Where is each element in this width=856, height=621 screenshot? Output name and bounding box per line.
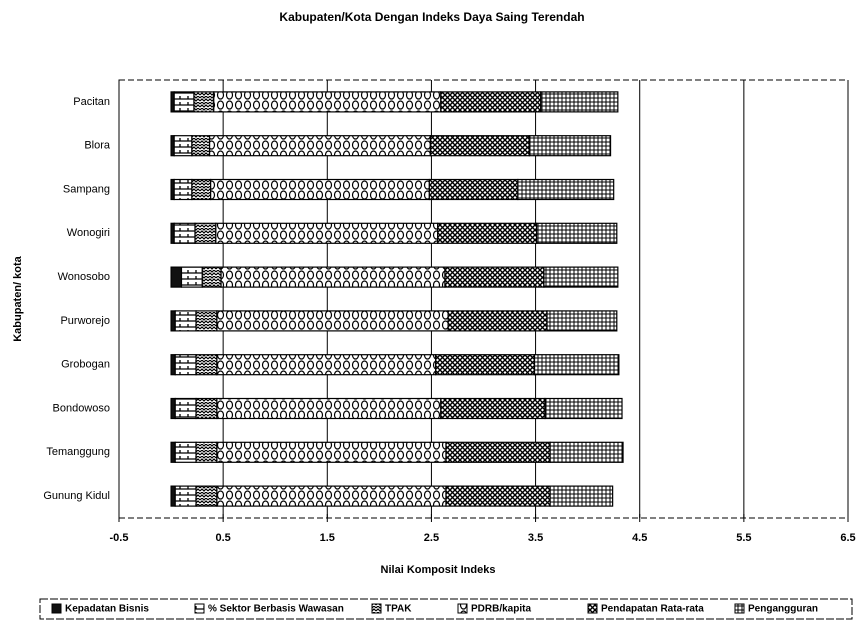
bar-segment <box>549 441 624 463</box>
legend-label: Pendapatan Rata-rata <box>601 604 704 615</box>
x-tick-label: 2.5 <box>424 532 439 544</box>
bar-segment <box>201 266 222 288</box>
bar-segment <box>194 222 217 244</box>
bar-segment <box>193 91 215 113</box>
x-tick-label: 3.5 <box>528 532 543 544</box>
bar-segment <box>216 397 442 420</box>
bar-segment <box>440 397 546 420</box>
bar-segment <box>447 310 548 332</box>
y-tick-label: Wonogiri <box>67 227 110 239</box>
y-tick-label: Pacitan <box>73 96 110 108</box>
bar-segment <box>173 178 193 201</box>
bars <box>170 91 624 507</box>
bar-segment <box>174 441 197 463</box>
legend-swatch <box>457 603 468 614</box>
bar-segment <box>170 485 176 507</box>
bar-segment <box>216 441 447 463</box>
bar-segment <box>210 178 430 201</box>
bar-segment <box>170 310 176 332</box>
bar-segment <box>213 91 442 113</box>
bar-segment <box>174 485 197 507</box>
y-tick-label: Grobogan <box>61 359 110 371</box>
legend-label: Kepadatan Bisnis <box>65 604 149 615</box>
bar-segment <box>174 310 197 332</box>
y-tick-label: Purworejo <box>60 315 110 327</box>
bar-segment <box>195 310 218 332</box>
bar-segment <box>445 485 551 507</box>
legend-label: % Sektor Berbasis Wawasan <box>208 604 344 615</box>
bar-segment <box>437 222 538 244</box>
legend-swatch <box>371 603 382 614</box>
bar-segment <box>444 266 545 288</box>
x-tick-label: 6.5 <box>840 532 855 544</box>
x-tick-label: 4.5 <box>632 532 647 544</box>
x-axis-label: Nilai Komposit Indeks <box>381 564 496 576</box>
y-tick-label: Gunung Kidul <box>43 490 110 502</box>
legend-box <box>39 598 853 620</box>
bar-segment <box>528 135 612 157</box>
bar-segment <box>445 441 551 463</box>
bar-segment <box>191 135 211 157</box>
bar-segment <box>216 485 447 507</box>
bar-segment <box>173 222 196 244</box>
bar-segment <box>195 441 218 463</box>
bar-segment <box>216 354 437 376</box>
bar-segment <box>209 135 431 157</box>
legend-label: Pengangguran <box>748 604 818 615</box>
bar-segment <box>173 91 195 113</box>
bar-segment <box>543 266 619 288</box>
bar-segment <box>544 397 623 420</box>
bar-segment <box>434 354 536 376</box>
bar-segment <box>180 266 203 288</box>
bar-segment <box>220 266 446 288</box>
legend: Kepadatan Bisnis % Sektor Berbasis Wawasa… <box>51 603 818 615</box>
legend-swatch <box>51 603 62 614</box>
legend-label: TPAK <box>385 604 412 615</box>
bar-segment <box>429 135 530 157</box>
bar-segment <box>428 178 519 201</box>
legend-swatch <box>734 603 745 614</box>
bar-segment <box>170 266 183 288</box>
bar-segment <box>195 354 218 376</box>
bar-segment <box>195 485 218 507</box>
bar-segment <box>533 354 620 376</box>
bar-segment <box>191 178 212 201</box>
legend-swatch <box>194 603 205 614</box>
legend-label: PDRB/kapita <box>471 604 531 615</box>
legend-swatch <box>587 603 598 614</box>
y-axis-label: Kabupaten/ kota <box>12 255 24 341</box>
bar-segment <box>517 178 615 201</box>
bar-segment <box>440 91 542 113</box>
bar-segment <box>174 397 197 420</box>
bar-segment <box>195 397 218 420</box>
bar-segment <box>216 310 449 332</box>
bar-segment <box>170 397 176 420</box>
x-tick-label: -0.5 <box>110 532 129 544</box>
bar-segment <box>536 222 618 244</box>
chart-title: Kabupaten/Kota Dengan Indeks Daya Saing … <box>279 10 584 24</box>
y-tick-label: Bondowoso <box>53 402 111 414</box>
y-tick-label: Wonosobo <box>58 271 110 283</box>
bar-segment <box>173 135 193 157</box>
x-tick-label: 1.5 <box>320 532 335 544</box>
x-tick-label: 0.5 <box>215 532 230 544</box>
bar-segment <box>549 485 614 507</box>
bar-segment <box>540 91 619 113</box>
y-tick-label: Blora <box>84 140 111 152</box>
x-tick-label: 5.5 <box>736 532 751 544</box>
y-tick-label: Sampang <box>63 183 110 195</box>
y-tick-label: Temanggung <box>46 446 110 458</box>
bar-segment <box>170 441 176 463</box>
bar-segment <box>215 222 439 244</box>
bar-segment <box>170 354 176 376</box>
bar-segment <box>546 310 618 332</box>
bar-segment <box>174 354 197 376</box>
